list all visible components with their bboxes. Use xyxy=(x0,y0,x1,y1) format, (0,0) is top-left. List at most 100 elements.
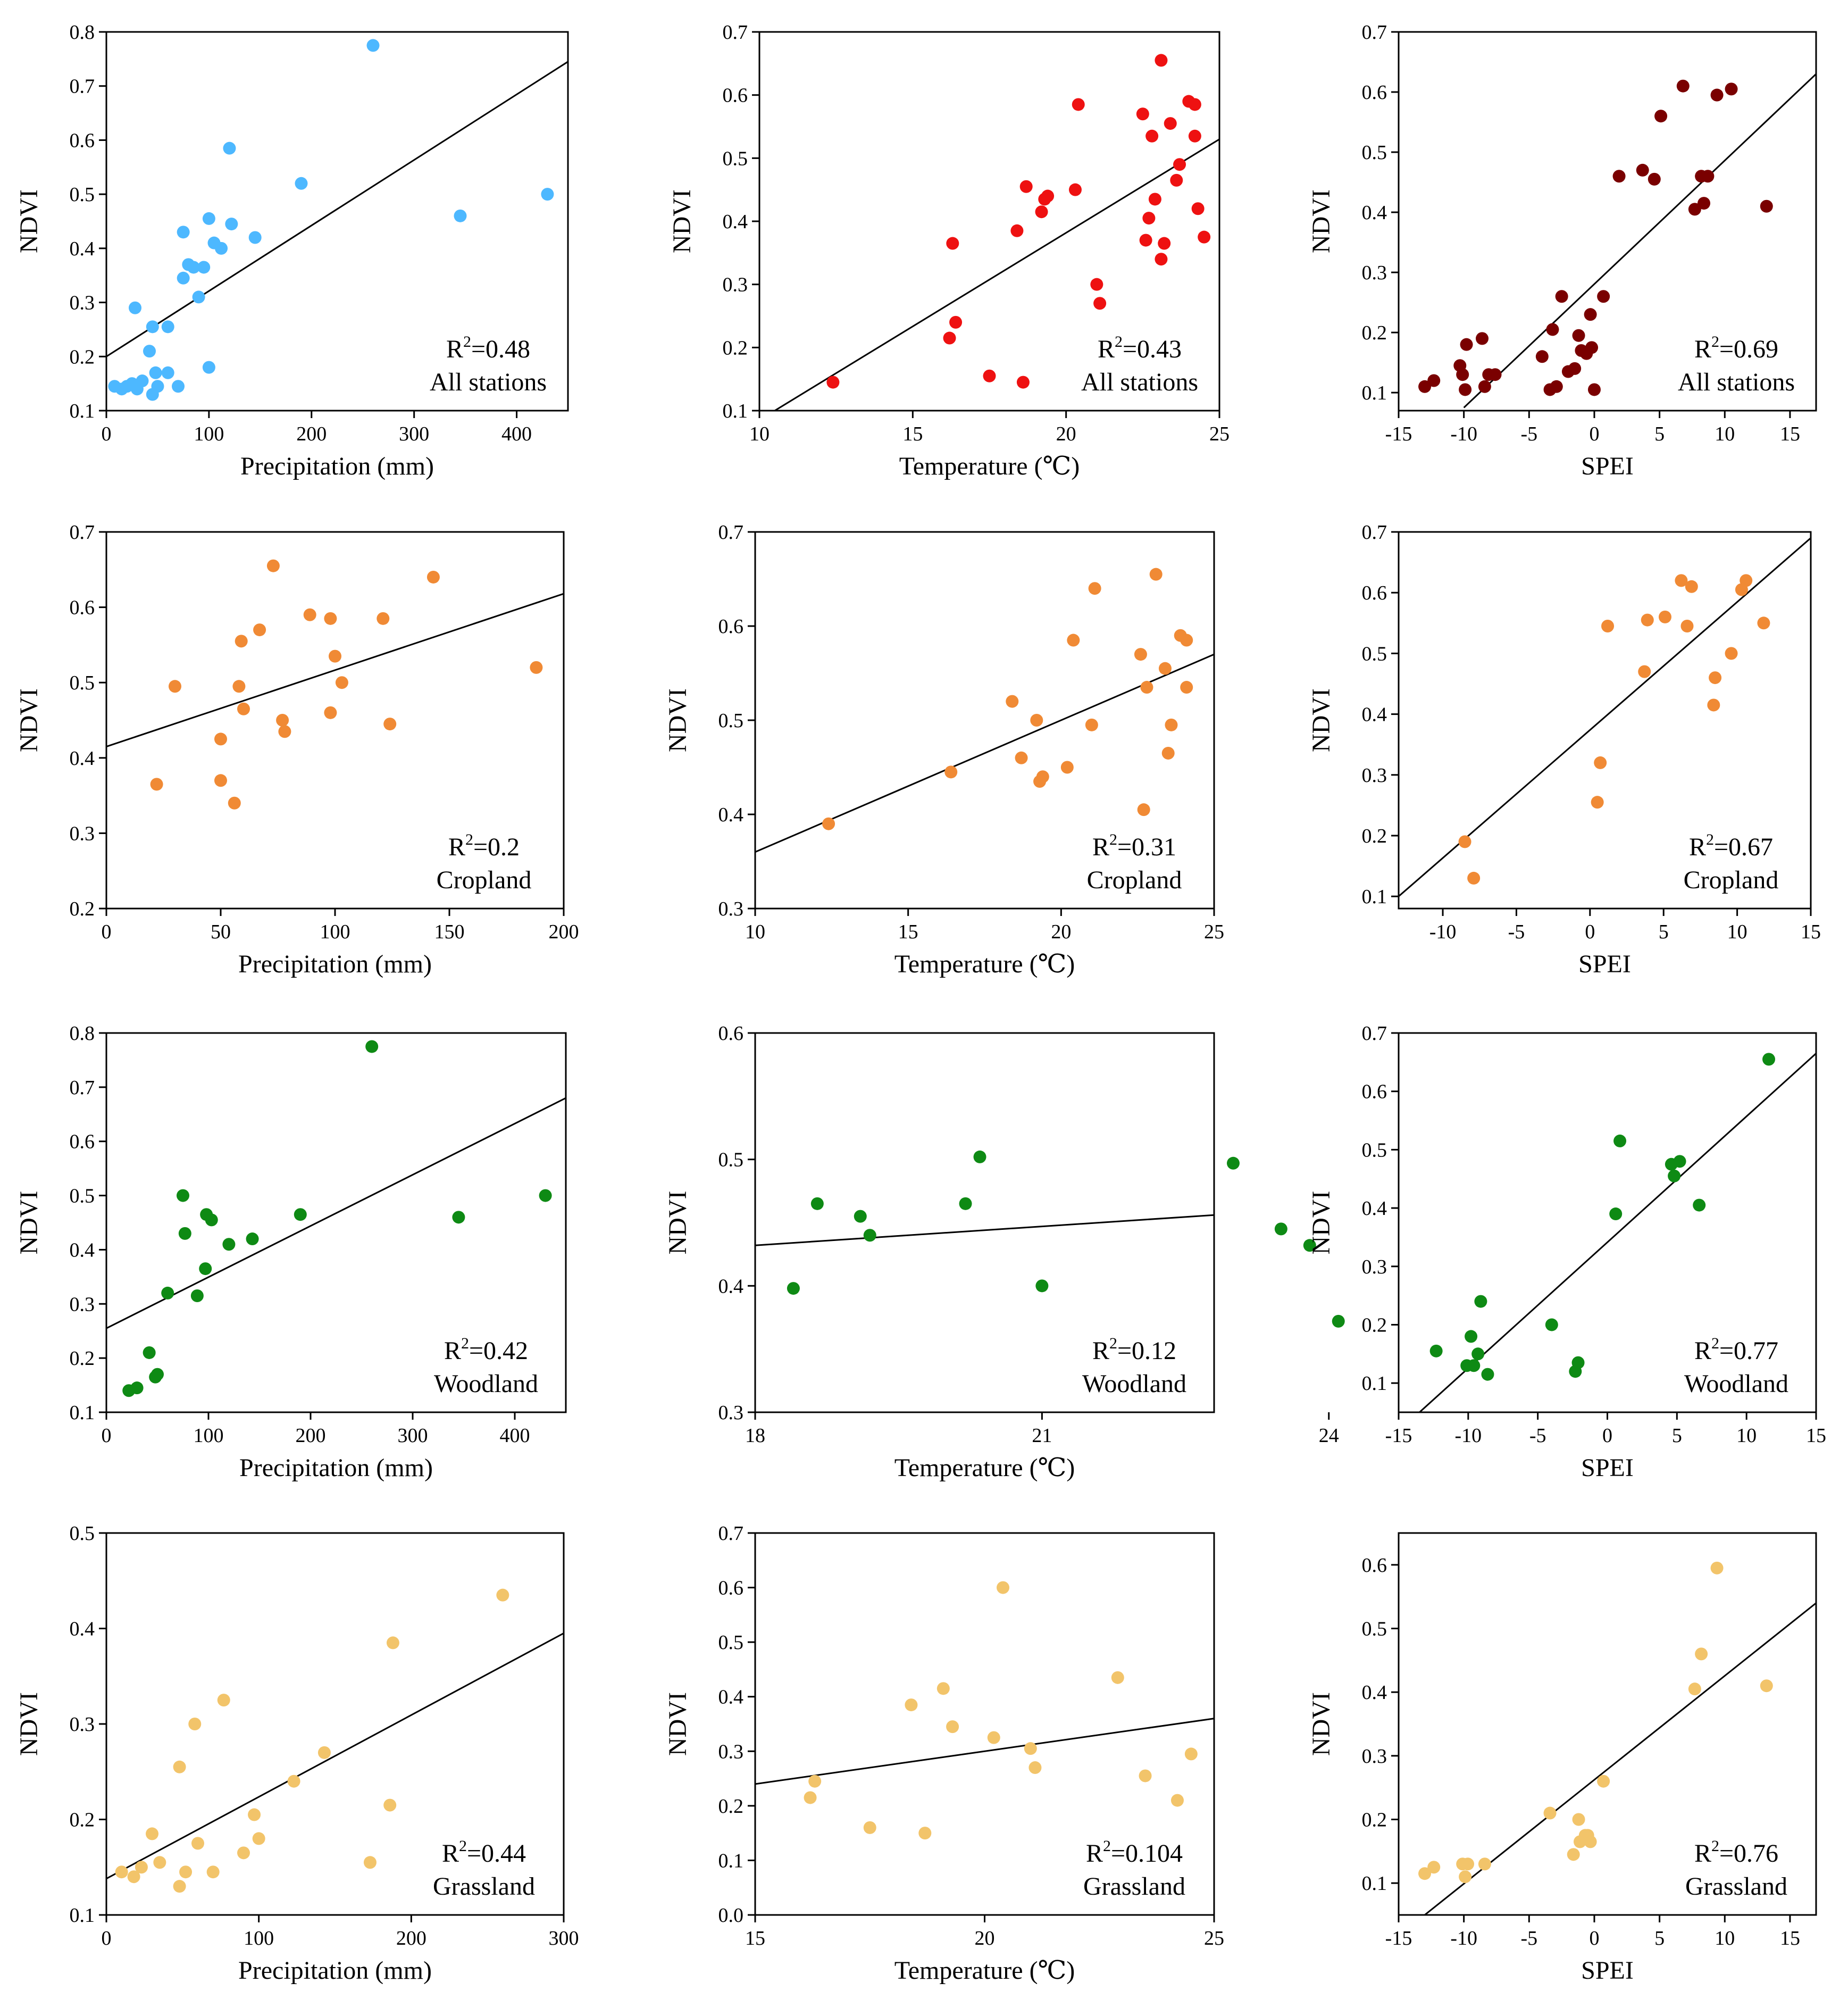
x-tick-label: 300 xyxy=(549,1927,579,1950)
x-tick-label: 5 xyxy=(1654,1927,1665,1950)
data-point xyxy=(252,1832,265,1845)
group-label: Grassland xyxy=(433,1872,535,1901)
x-tick-label: 10 xyxy=(1727,921,1747,943)
data-point xyxy=(383,718,397,731)
chart-panel-4: 0 50 100 150 200 0.2 0.3 0.4 0.5 0.6 0.7 Precipitat… xyxy=(15,521,579,978)
data-point xyxy=(248,1808,261,1821)
y-tick-label: 0.2 xyxy=(70,898,95,920)
data-point xyxy=(454,209,467,222)
x-tick-label: 150 xyxy=(434,921,465,943)
data-point xyxy=(179,1865,193,1879)
y-tick-label: 0.3 xyxy=(718,898,744,920)
x-tick-label: 100 xyxy=(244,1927,274,1950)
data-point xyxy=(1164,117,1177,130)
data-point xyxy=(427,570,440,584)
x-tick-label: 100 xyxy=(320,921,350,943)
data-point xyxy=(1568,362,1582,375)
data-point xyxy=(530,661,543,674)
y-tick-label: 0.1 xyxy=(70,400,95,422)
x-tick-label: -15 xyxy=(1385,1927,1412,1950)
data-point xyxy=(1613,1134,1627,1147)
data-point xyxy=(1170,1794,1184,1807)
x-tick-label: 25 xyxy=(1209,423,1230,445)
data-point xyxy=(1019,180,1033,193)
y-tick-label: 0.3 xyxy=(718,1740,744,1763)
data-point xyxy=(295,177,308,190)
x-tick-label: 18 xyxy=(745,1424,765,1447)
y-tick-label: 0.6 xyxy=(70,597,95,619)
data-point xyxy=(944,765,958,779)
data-point xyxy=(146,320,159,334)
x-axis-title: Temperature (℃) xyxy=(894,950,1075,978)
data-point xyxy=(214,732,227,746)
data-point xyxy=(1010,224,1024,237)
data-point xyxy=(253,623,266,637)
data-point xyxy=(136,374,149,388)
x-axis-title: SPEI xyxy=(1581,1956,1634,1985)
y-axis-title: NDVI xyxy=(1307,1692,1335,1756)
data-point xyxy=(1668,1169,1681,1182)
x-tick-label: 15 xyxy=(745,1927,765,1950)
data-point xyxy=(1725,647,1738,660)
y-tick-label: 0.8 xyxy=(70,1022,95,1045)
x-tick-label: 15 xyxy=(1806,1424,1826,1447)
x-tick-label: 15 xyxy=(1801,921,1821,943)
data-point xyxy=(177,226,190,239)
x-tick-label: 50 xyxy=(211,921,231,943)
y-tick-label: 0.1 xyxy=(1362,382,1387,404)
y-tick-label: 0.3 xyxy=(1362,262,1387,284)
data-point xyxy=(202,212,215,225)
data-point xyxy=(191,1837,204,1850)
data-point xyxy=(959,1197,972,1210)
y-tick-label: 0.3 xyxy=(1362,1256,1387,1278)
data-point xyxy=(1567,1848,1580,1861)
data-point xyxy=(1035,205,1048,219)
x-tick-label: 20 xyxy=(975,1927,995,1950)
data-point xyxy=(1461,1857,1475,1871)
data-point xyxy=(177,1189,189,1202)
data-point xyxy=(161,320,174,334)
x-tick-label: 300 xyxy=(398,1424,428,1447)
y-tick-label: 0.3 xyxy=(70,1293,95,1315)
x-axis-title: Temperature (℃) xyxy=(894,1454,1075,1482)
y-tick-label: 0.4 xyxy=(1362,1197,1387,1220)
y-tick-label: 0.7 xyxy=(1362,21,1387,44)
data-point xyxy=(1332,1314,1345,1328)
regression-line xyxy=(106,61,568,357)
y-tick-label: 0.6 xyxy=(70,129,95,152)
y-tick-label: 0.2 xyxy=(1362,322,1387,344)
data-point xyxy=(1698,197,1711,210)
x-tick-label: 0 xyxy=(102,1424,112,1447)
data-point xyxy=(1465,1330,1478,1343)
data-point xyxy=(1140,681,1153,694)
data-point xyxy=(225,218,238,231)
data-point xyxy=(1587,383,1601,396)
r-squared-annotation: R2=0.44 xyxy=(442,1837,526,1868)
data-point xyxy=(1701,170,1715,183)
y-tick-label: 0.3 xyxy=(718,1402,744,1424)
y-tick-label: 0.7 xyxy=(70,521,95,544)
data-point xyxy=(1148,193,1161,206)
data-point xyxy=(1136,107,1149,121)
plot-frame xyxy=(1398,31,1817,412)
data-point xyxy=(1658,610,1671,623)
data-point xyxy=(1427,1861,1441,1874)
chart-panel-12: -15 -10 -5 0 5 10 15 0.1 0.2 0.3 0.4 0.5 0.6 SPEI NDVI… xyxy=(1307,1532,1817,1985)
data-point xyxy=(936,1682,950,1695)
data-point xyxy=(1111,1671,1124,1684)
data-point xyxy=(1555,290,1568,303)
data-point xyxy=(153,1856,166,1869)
y-tick-label: 0.5 xyxy=(70,672,95,694)
data-point xyxy=(854,1210,867,1223)
x-tick-label: -10 xyxy=(1429,921,1457,943)
data-point xyxy=(130,1381,144,1395)
data-point xyxy=(1170,173,1183,187)
x-tick-label: 10 xyxy=(1736,1424,1757,1447)
data-point xyxy=(135,1861,148,1874)
y-tick-label: 0.8 xyxy=(70,21,95,44)
data-point xyxy=(949,315,963,329)
data-point xyxy=(1641,613,1654,627)
data-point xyxy=(1060,761,1074,774)
data-point xyxy=(187,261,200,274)
data-point xyxy=(1478,1857,1491,1871)
